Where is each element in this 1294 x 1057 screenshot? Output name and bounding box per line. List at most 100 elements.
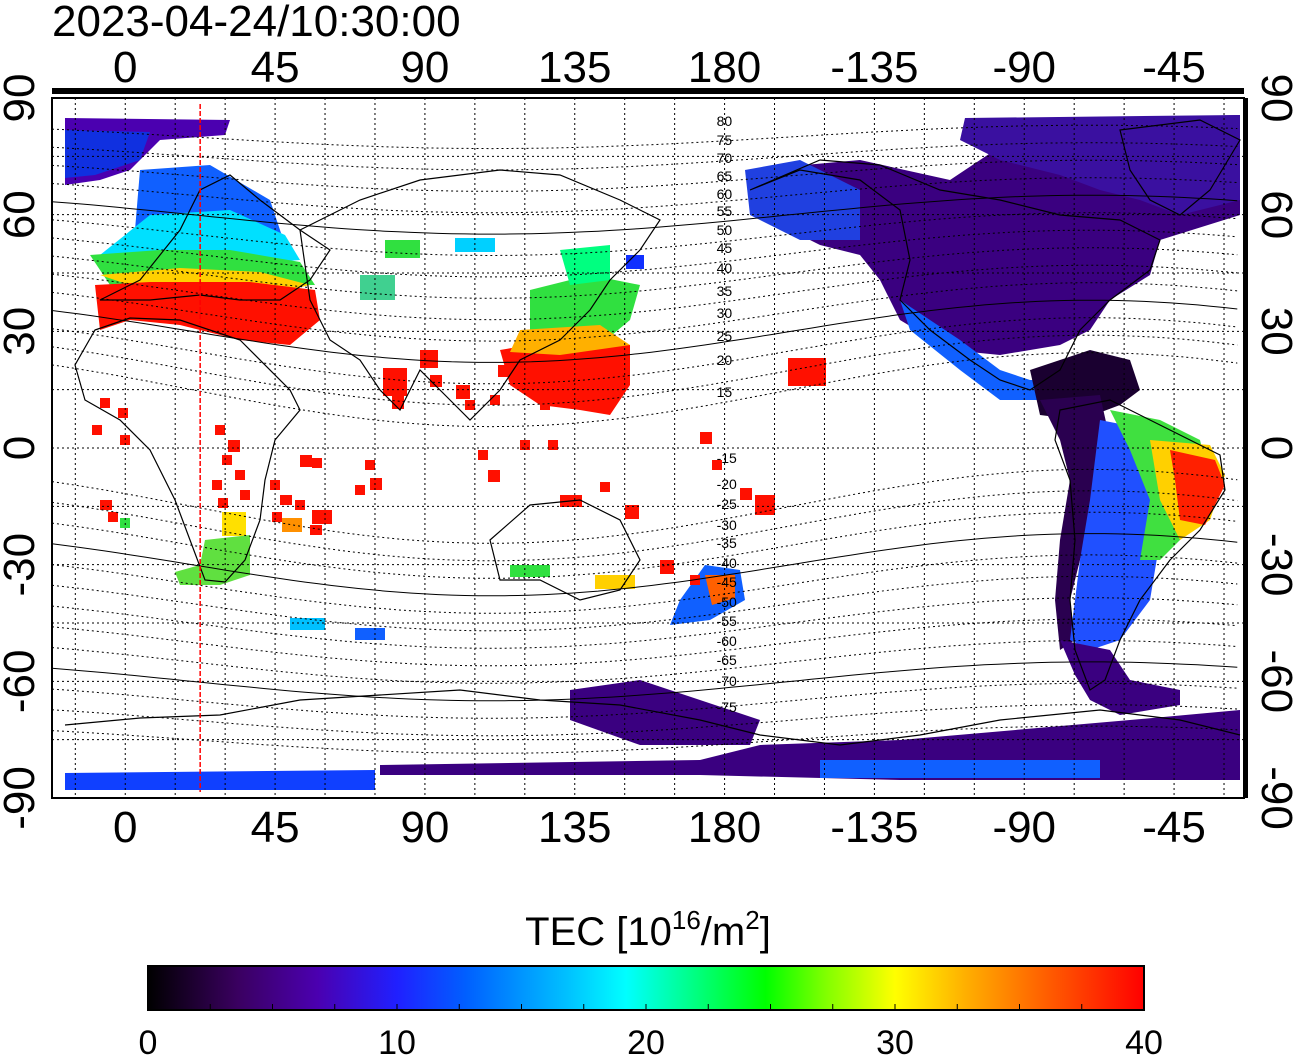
colorbar-title-prefix: TEC [10 [525,910,672,954]
right-latitude-labels: 90 60 30 0 -30 -60 -90 [1252,74,1294,830]
mag-contour-line [52,575,1238,632]
tec-region-africa-points [92,398,382,535]
tec-region-central-asia-green [360,275,395,300]
top-lon-tick-label: 0 [113,43,137,92]
contour-label: -60 [717,633,737,649]
contour-label: -40 [717,555,737,571]
mag-contour-line [52,299,1238,363]
magnetic-latitude-contours [52,124,1238,754]
left-lat-tick-label: -60 [0,650,44,714]
contour-label: -20 [717,476,737,492]
top-lon-tick-label: -90 [992,43,1056,92]
left-lat-tick-label: 60 [0,190,44,239]
contour-label: -55 [717,613,737,629]
tec-region-arctic-europe-blue [65,130,150,178]
bottom-lon-tick-label: 135 [538,803,611,852]
colorbar-title-suffix: ] [760,910,771,954]
bottom-lon-tick-label: 45 [251,803,300,852]
bottom-lon-tick-label: 90 [400,803,449,852]
contour-label: -65 [717,652,737,668]
contour-label: 75 [717,132,733,148]
tec-region-greenland [960,115,1240,215]
mag-contour-line [52,597,1238,649]
tec-region-south-america-dark [1040,395,1110,650]
map-frame-top-band [52,88,1244,94]
timestamp-title: 2023-04-24/10:30:00 [52,0,461,46]
top-lon-tick-label: 135 [538,43,611,92]
colorbar-title: TEC [1016/m2] [525,905,771,954]
tec-region-hawaii [788,358,826,386]
bottom-lon-tick-label: -90 [992,803,1056,852]
mag-contour-line [52,334,1238,406]
tec-region-australia-green [510,565,550,577]
contour-label: -45 [717,574,737,590]
right-lat-tick-label: 30 [1252,307,1294,356]
coast-antarctica [64,689,1241,746]
mag-contour-line [52,177,1238,214]
coastlines [64,119,1241,746]
left-lat-tick-label: 30 [0,307,44,356]
tec-region-pacific-blue [626,255,644,269]
right-lat-tick-label: -90 [1252,766,1294,830]
mag-contour-line [52,247,1238,299]
colorbar-tick-label: 30 [876,1024,914,1057]
mag-contour-line [52,490,1238,562]
mag-contour-line [52,511,1238,579]
contour-label: 20 [717,352,733,368]
contour-label: 30 [717,305,733,321]
mag-contour-line [52,212,1238,257]
mag-contour-line [52,468,1238,544]
mag-contour-line [52,661,1238,702]
top-lon-tick-label: 90 [400,43,449,92]
top-lon-tick-label: -135 [830,43,918,92]
colorbar-title-exponent2: 2 [745,905,759,935]
contour-label: 50 [717,222,733,238]
bottom-lon-tick-label: -45 [1142,803,1206,852]
colorbar-tick-label: 40 [1125,1024,1163,1057]
right-lat-tick-label: 90 [1252,74,1294,123]
right-lat-tick-label: 60 [1252,190,1294,239]
lat-lon-grid [52,98,1244,798]
tec-region-south-africa [175,535,250,585]
colorbar: TEC [1016/m2] 0 10 20 30 40 [139,905,1163,1057]
top-lon-tick-label: 45 [251,43,300,92]
tec-region-africa-orange [282,518,302,532]
top-longitude-labels: 0 45 90 135 180 -135 -90 -45 [113,43,1206,92]
contour-label: 25 [717,328,733,344]
left-latitude-labels: 90 60 30 0 -30 -60 -90 [0,74,44,830]
tec-region-south-america-blue [1070,420,1160,650]
contour-label: 65 [717,168,733,184]
coast-asia [299,169,661,421]
contour-label: -75 [717,699,737,715]
colorbar-tick-label: 0 [139,1024,158,1057]
tec-region-east-asia-yellow [510,325,630,355]
mag-contour-line [52,639,1238,684]
right-lat-tick-label: -30 [1252,533,1294,597]
colorbar-title-exponent: 16 [672,905,701,935]
tec-region-southern-ocean-blue [355,628,385,640]
coast-north-america [749,159,1161,391]
contour-label: 35 [717,283,733,299]
mag-contour-line [52,282,1238,342]
tec-region-antarctic-blue [820,760,1100,778]
contour-label: -70 [717,673,737,689]
contour-label: -50 [717,594,737,610]
left-lat-tick-label: 0 [0,436,44,460]
colorbar-tick-label: 20 [627,1024,665,1057]
bottom-lon-tick-label: 180 [688,803,761,852]
tec-region-europe-red [95,282,320,345]
contour-label: 40 [717,260,733,276]
bottom-longitude-labels: 0 45 90 135 180 -135 -90 -45 [113,803,1206,852]
mag-contour-line [52,194,1238,235]
mag-contour-line [52,682,1238,719]
right-lat-tick-label: -60 [1252,650,1294,714]
tec-region-siberia-green [385,240,420,258]
coast-africa [74,317,301,583]
contour-label: 15 [717,384,733,400]
contour-label: 70 [717,150,733,166]
colorbar-ticks: 0 10 20 30 40 [139,1004,1163,1057]
left-lat-tick-label: 90 [0,74,44,123]
